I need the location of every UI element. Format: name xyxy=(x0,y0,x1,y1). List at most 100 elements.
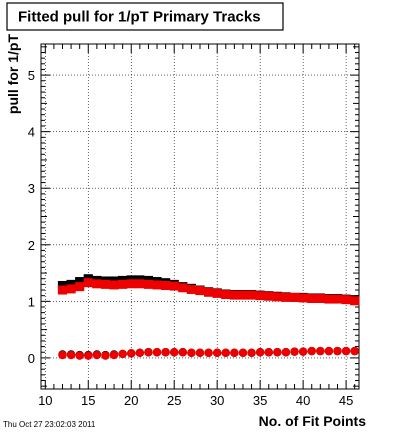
data-point xyxy=(109,350,119,360)
data-bar-mark xyxy=(135,279,145,289)
data-point xyxy=(127,349,136,358)
axis-ticks xyxy=(41,44,359,389)
data-point xyxy=(58,350,67,360)
y-tick-label: 3 xyxy=(28,181,35,196)
data-point xyxy=(247,348,256,358)
data-point xyxy=(255,348,265,357)
x-tick-label: 35 xyxy=(253,393,267,408)
data-bar-mark xyxy=(169,281,179,291)
data-point xyxy=(341,346,351,356)
y-tick-label: 4 xyxy=(28,125,35,140)
y-axis-title: pull for 1/pT xyxy=(5,34,21,115)
data-point xyxy=(195,348,205,358)
data-bar-mark xyxy=(246,290,257,300)
data-point xyxy=(118,349,127,359)
x-tick-label: 30 xyxy=(210,393,224,408)
data-bar-mark xyxy=(109,280,119,290)
data-point xyxy=(273,348,282,357)
grid xyxy=(41,44,359,389)
data-bar-mark xyxy=(229,290,239,300)
x-tick-label: 45 xyxy=(339,393,353,408)
data-point xyxy=(281,348,291,357)
y-tick-label: 1 xyxy=(28,294,35,309)
data-point xyxy=(230,348,239,358)
data-bar-mark xyxy=(57,285,68,295)
data-bar-mark xyxy=(341,295,351,305)
data-point xyxy=(290,347,299,356)
data-bar-mark xyxy=(92,279,102,289)
data-bar-mark xyxy=(221,290,231,300)
data-point xyxy=(298,347,308,356)
data-bar-mark xyxy=(66,279,76,289)
data-bar-mark xyxy=(332,294,343,304)
data-point xyxy=(221,348,230,358)
data-point xyxy=(92,350,102,360)
x-tick-label: 25 xyxy=(167,393,181,408)
data-bar-mark xyxy=(195,286,205,296)
data-bar-mark xyxy=(75,277,85,287)
data-point xyxy=(307,346,316,356)
data-bar-mark xyxy=(161,281,171,290)
data-bar-mark xyxy=(100,279,111,289)
x-tick-label: 10 xyxy=(38,393,52,408)
data-point xyxy=(101,351,110,360)
x-tick-label: 15 xyxy=(81,393,95,408)
data-bar-mark xyxy=(298,293,308,303)
data-bar-mark xyxy=(143,279,154,289)
data-bar-mark xyxy=(315,294,325,304)
series-1 xyxy=(57,278,360,306)
data-bar-mark xyxy=(83,278,93,288)
plot-area xyxy=(40,43,360,390)
data-point xyxy=(144,348,153,357)
x-tick-label: 40 xyxy=(296,393,310,408)
data-bar-mark xyxy=(289,292,300,302)
data-point xyxy=(135,348,145,358)
data-point xyxy=(324,346,334,356)
data-bar-mark xyxy=(255,291,265,301)
data-point xyxy=(170,348,179,357)
data-bar-mark xyxy=(75,282,85,292)
data-bar-mark xyxy=(238,290,248,300)
data-point xyxy=(84,351,93,360)
data-point xyxy=(152,348,162,357)
data-point xyxy=(75,351,84,360)
data-bar-mark xyxy=(186,284,197,294)
data-bar-mark xyxy=(212,288,222,298)
data-marks xyxy=(57,274,360,360)
x-axis-title: No. of Fit Points xyxy=(259,413,367,429)
data-point xyxy=(333,346,342,356)
data-bar-mark xyxy=(307,294,317,304)
timestamp: Thu Oct 27 23:02:03 2011 xyxy=(3,420,96,429)
y-tick-label: 0 xyxy=(28,351,35,366)
data-bar-mark xyxy=(126,279,136,289)
data-point xyxy=(264,348,273,357)
series-3 xyxy=(58,346,359,360)
y-tick-label: 5 xyxy=(28,68,35,83)
data-point xyxy=(161,348,170,357)
data-point xyxy=(350,346,359,356)
data-bar-mark xyxy=(203,287,214,297)
chart-title-box xyxy=(6,2,284,31)
data-point xyxy=(238,348,248,358)
data-bar-mark xyxy=(66,284,76,294)
data-point xyxy=(204,348,213,358)
data-bar-mark xyxy=(272,292,282,302)
data-bar-mark xyxy=(152,280,162,290)
data-bar-mark xyxy=(281,292,291,302)
data-bar-mark xyxy=(350,296,360,306)
data-point xyxy=(187,348,196,358)
y-tick-label: 2 xyxy=(28,238,35,253)
data-point xyxy=(212,348,222,358)
data-point xyxy=(316,346,325,356)
data-bar-mark xyxy=(178,283,188,293)
data-bar-mark xyxy=(118,279,128,289)
data-bar-mark xyxy=(264,291,274,301)
data-point xyxy=(178,348,188,357)
data-point xyxy=(66,350,76,360)
chart-title: Fitted pull for 1/pT Primary Tracks xyxy=(18,9,261,26)
data-bar-mark xyxy=(57,281,68,290)
data-bar-mark xyxy=(324,294,334,304)
x-tick-label: 20 xyxy=(124,393,138,408)
